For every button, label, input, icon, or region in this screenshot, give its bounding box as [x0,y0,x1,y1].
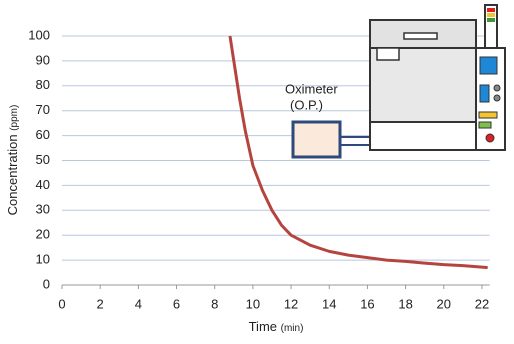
y-tick-label: 50 [36,152,50,167]
x-tick-label: 22 [475,296,489,311]
button [485,133,495,143]
y-label-text: Concentration [5,134,20,215]
x-label-text: Time [249,319,277,334]
x-tick-label: 6 [173,296,180,311]
y-axis-label: Concentration (ppm) [5,105,20,216]
x-tick-label: 2 [97,296,104,311]
indicator [478,121,492,129]
y-tick-label: 20 [36,227,50,242]
annotation: (O.P.) [290,97,323,112]
x-tick-label: 16 [360,296,374,311]
machine-base [369,121,477,151]
y-tick-label: 90 [36,52,50,67]
x-tick-label: 12 [284,296,298,311]
y-tick-label: 0 [43,276,50,291]
x-tick-label: 4 [135,296,142,311]
indicator [478,111,498,119]
light [487,18,495,22]
x-tick-label: 18 [398,296,412,311]
y-label-unit: (ppm) [9,105,20,131]
machine-slot [376,47,400,61]
lid-handle [403,32,438,40]
y-tick-label: 30 [36,202,50,217]
x-label-unit: (min) [281,323,304,334]
knob [493,84,501,92]
knob [493,94,501,102]
light [487,8,495,12]
screen [479,56,498,75]
x-axis-label: Time (min) [249,319,304,334]
annotation: Oximeter [285,81,338,96]
x-tick-label: 0 [58,296,65,311]
data-line [228,35,488,270]
x-tick-label: 10 [246,296,260,311]
y-tick-label: 70 [36,102,50,117]
y-tick-label: 10 [36,252,50,267]
y-tick-label: 60 [36,127,50,142]
x-tick-label: 20 [437,296,451,311]
illustration: Oximeter (O.P.) [285,4,506,159]
y-tick-label: 100 [28,27,50,42]
y-tick-label: 40 [36,177,50,192]
oximeter [291,120,342,159]
x-tick-label: 8 [211,296,218,311]
y-tick-label: 80 [36,77,50,92]
light [487,13,495,17]
x-tick-label: 14 [322,296,336,311]
screen [479,84,490,103]
